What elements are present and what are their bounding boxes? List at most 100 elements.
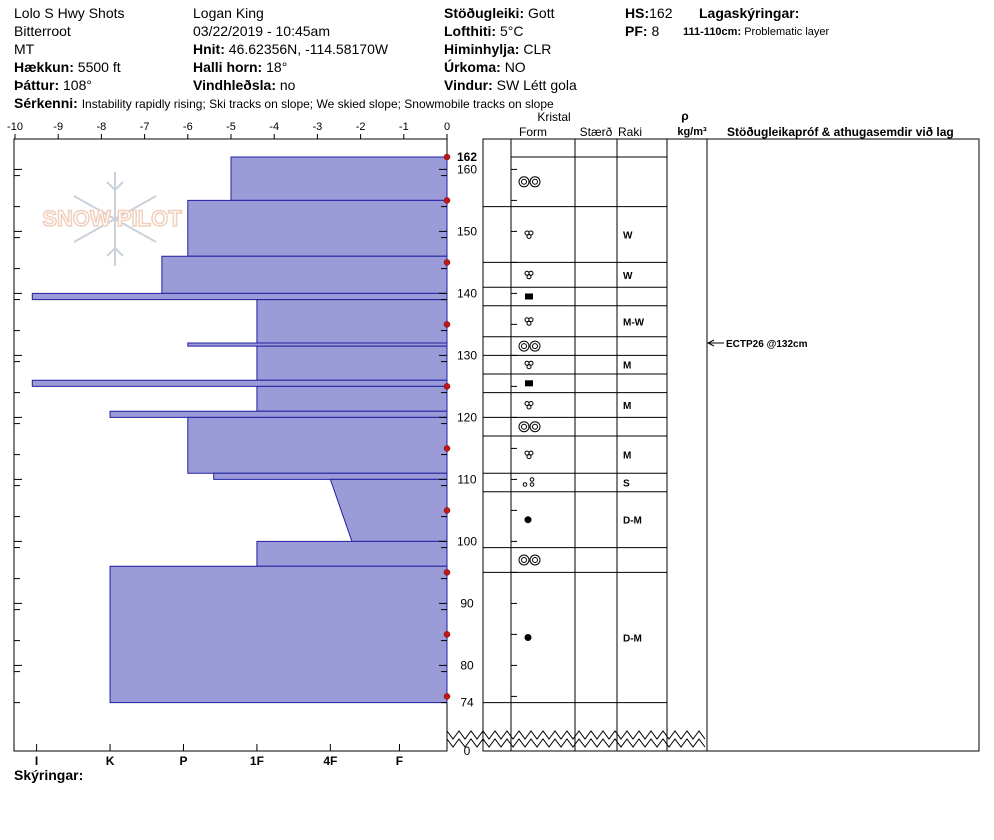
moisture-label: D-M xyxy=(623,634,642,645)
slope-label: Halli horn: xyxy=(193,59,263,75)
penetration: PF: 8 xyxy=(625,23,659,39)
height-extra-label: 162 xyxy=(457,150,477,164)
hardness-layer xyxy=(230,156,448,201)
temperature-point xyxy=(443,569,451,576)
height-tick-label: 160 xyxy=(457,162,477,176)
temp-tick-label: 0 xyxy=(444,121,450,133)
height-tick-label: 150 xyxy=(457,224,477,238)
height-axis: 160 150 140 130 120 110 100 90 80 162 74 0 xyxy=(14,150,517,758)
temp-tick-label: -3 xyxy=(313,121,323,133)
test-arrow-head-icon xyxy=(706,339,715,347)
temperature-point xyxy=(443,631,451,638)
moisture-label: W xyxy=(623,231,633,242)
hardness-layer xyxy=(187,416,448,474)
stability-value: Gott xyxy=(528,5,555,21)
wind-loading: Vindhleðsla: no xyxy=(193,77,295,93)
layer-note: 111-110cm: Problematic layer xyxy=(683,24,829,40)
moisture-label: W xyxy=(623,271,633,282)
crystal-form-mf-icon xyxy=(518,421,541,433)
moisture-header: Raki xyxy=(618,125,642,139)
coordinates: Hnit: 46.62356N, -114.58170W xyxy=(193,41,388,57)
hardness-tick-label: P xyxy=(179,754,187,768)
zigzag-line xyxy=(446,738,706,748)
moisture-label: M-W xyxy=(623,317,645,328)
tests-header: Stöðugleikapróf & athugasemdir við lag xyxy=(727,125,954,139)
hardness-axis: I K P 1F 4F F xyxy=(35,744,403,768)
hs-label: HS: xyxy=(625,5,650,21)
height-extra-label: 74 xyxy=(460,696,474,710)
air-temperature: Lofthiti: 5°C xyxy=(444,23,523,39)
hardness-layer xyxy=(31,292,448,301)
size-header: Stærð xyxy=(580,125,613,139)
hardness-layer xyxy=(161,255,448,294)
temp-tick-label: -1 xyxy=(399,121,409,133)
slope-angle: Halli horn: 18° xyxy=(193,59,287,75)
crystal-form-graupel-icon xyxy=(524,634,532,641)
crystal-form-fc-icon xyxy=(524,230,534,239)
watermark-text: SNOW PILOT xyxy=(42,206,182,231)
temperature-point xyxy=(443,259,451,266)
hardness-layer xyxy=(109,410,448,418)
crystal-form-mf-icon xyxy=(518,554,541,566)
pf-value: 8 xyxy=(651,23,660,39)
test-label: ECTP26 @132cm xyxy=(726,339,808,350)
snowflake-icon xyxy=(73,172,157,266)
height-tick-label: 110 xyxy=(457,472,476,486)
temp-tick-label: -4 xyxy=(269,121,279,133)
height-tick-label: 80 xyxy=(460,658,474,672)
crystal-form-fc-icon xyxy=(524,360,534,370)
temp-tick-label: -8 xyxy=(97,121,107,133)
hardness-layer xyxy=(256,345,448,381)
observer-name: Logan King xyxy=(193,5,264,21)
wind: Vindur: SW Létt gola xyxy=(444,77,577,93)
hardness-tick-label: 4F xyxy=(323,754,337,768)
hs-value: 162 xyxy=(649,5,673,21)
moisture-label: M xyxy=(623,361,631,372)
elevation: Hækkun: 5500 ft xyxy=(14,59,121,75)
crystal-form-mf-icon xyxy=(518,340,541,352)
features-value: Instability rapidly rising; Ski tracks o… xyxy=(81,97,554,111)
temperature-point xyxy=(443,445,451,452)
temp-tick-label: -5 xyxy=(226,121,236,133)
temp-tick-label: -9 xyxy=(53,121,63,133)
elevation-label: Hækkun: xyxy=(14,59,74,75)
temperature-point xyxy=(443,383,451,390)
form-header: Form xyxy=(519,125,547,139)
crystal-form-if-icon xyxy=(525,380,533,387)
crystal-form-mf-icon xyxy=(518,176,541,188)
height-tick-label: 120 xyxy=(457,410,477,424)
height-tick-label: 130 xyxy=(457,348,477,362)
wind-load-label: Vindhleðsla: xyxy=(193,77,276,93)
snowpilot-watermark: SNOW PILOT xyxy=(42,172,183,266)
location-name: Lolo S Hwy Shots xyxy=(14,5,125,21)
state-name: MT xyxy=(14,41,35,57)
layer-connectors xyxy=(483,206,511,704)
crystal-form-if-icon xyxy=(525,293,533,300)
moisture-label: M xyxy=(623,451,631,462)
hardness-layers xyxy=(31,156,448,704)
sky-label: Himinhylja: xyxy=(444,41,520,57)
wind-load-value: no xyxy=(279,77,296,93)
temp-tick-label: -10 xyxy=(7,121,23,133)
hardness-layer xyxy=(31,379,448,387)
strat-table-frame xyxy=(482,138,980,752)
sky-value: CLR xyxy=(523,41,552,57)
wind-label: Vindur: xyxy=(444,77,493,93)
crystal-form-fc-icon xyxy=(524,317,534,326)
aspect-label: Þáttur: xyxy=(14,77,60,93)
hardness-tick-label: I xyxy=(35,754,38,768)
temp-tick-label: -7 xyxy=(140,121,150,133)
pf-label: PF: xyxy=(625,23,648,39)
layer-note-text: Problematic layer xyxy=(744,26,830,38)
crystal-header: Kristal xyxy=(537,110,570,124)
aspect: Þáttur: 108° xyxy=(14,77,92,93)
hardness-layer xyxy=(187,199,448,257)
temperature-point xyxy=(443,153,451,161)
sky-cover: Himinhylja: CLR xyxy=(444,41,551,57)
stability-label: Stöðugleiki: xyxy=(444,5,525,21)
zigzag-line xyxy=(446,730,706,740)
coords-value: 46.62356N, -114.58170W xyxy=(228,41,389,57)
moisture-label: D-M xyxy=(623,516,642,527)
hardness-layer xyxy=(256,540,448,567)
